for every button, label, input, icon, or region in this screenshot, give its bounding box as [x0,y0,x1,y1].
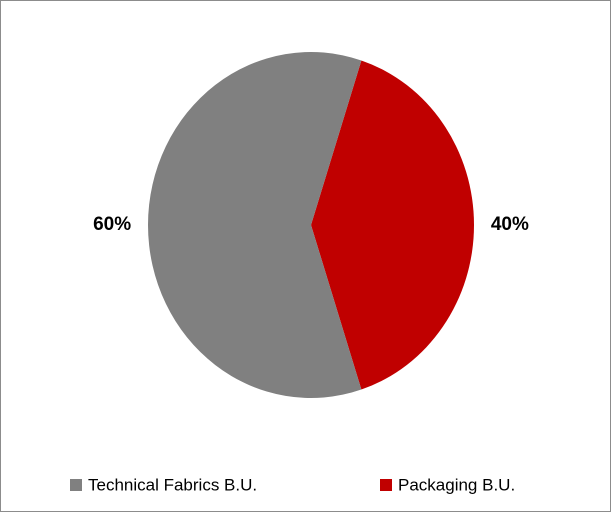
data-label: 40% [491,214,529,235]
pie-slice [311,60,474,390]
legend-label: Packaging B.U. [398,475,515,494]
data-label: 60% [93,214,131,235]
legend-swatch [70,479,82,491]
legend-label: Technical Fabrics B.U. [88,475,257,494]
legend-swatch [380,479,392,491]
pie-slice [148,52,362,399]
